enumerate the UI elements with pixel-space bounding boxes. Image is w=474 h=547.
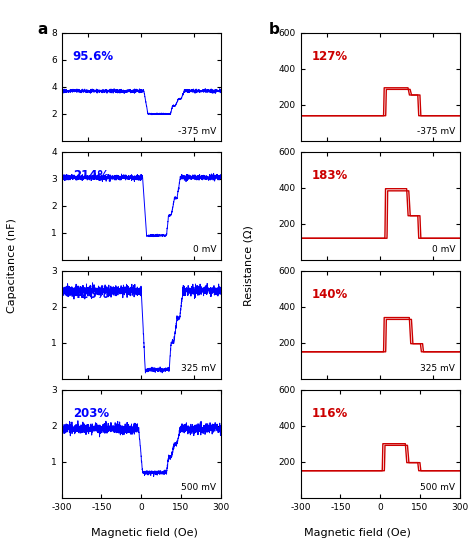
Text: 183%: 183% <box>312 169 348 182</box>
Text: 325 mV: 325 mV <box>420 364 455 374</box>
Text: a: a <box>38 22 48 37</box>
Text: Magnetic field (Oe): Magnetic field (Oe) <box>91 528 198 538</box>
Text: 127%: 127% <box>312 50 348 63</box>
Text: -375 mV: -375 mV <box>178 126 216 136</box>
Text: 0 mV: 0 mV <box>431 246 455 254</box>
Text: -375 mV: -375 mV <box>417 126 455 136</box>
Text: 214%: 214% <box>73 169 109 182</box>
Text: 0 mV: 0 mV <box>192 246 216 254</box>
Text: b: b <box>269 22 280 37</box>
Text: 500 mV: 500 mV <box>420 484 455 492</box>
Text: 325 mV: 325 mV <box>181 364 216 374</box>
Text: Resistance (Ω): Resistance (Ω) <box>244 225 254 306</box>
Text: Magnetic field (Oe): Magnetic field (Oe) <box>304 528 411 538</box>
Text: 95.6%: 95.6% <box>73 50 114 63</box>
Text: Capacitance (nF): Capacitance (nF) <box>7 218 17 313</box>
Text: 426%: 426% <box>73 288 109 301</box>
Text: 140%: 140% <box>312 288 348 301</box>
Text: 116%: 116% <box>312 407 348 420</box>
Text: 203%: 203% <box>73 407 109 420</box>
Text: 500 mV: 500 mV <box>181 484 216 492</box>
